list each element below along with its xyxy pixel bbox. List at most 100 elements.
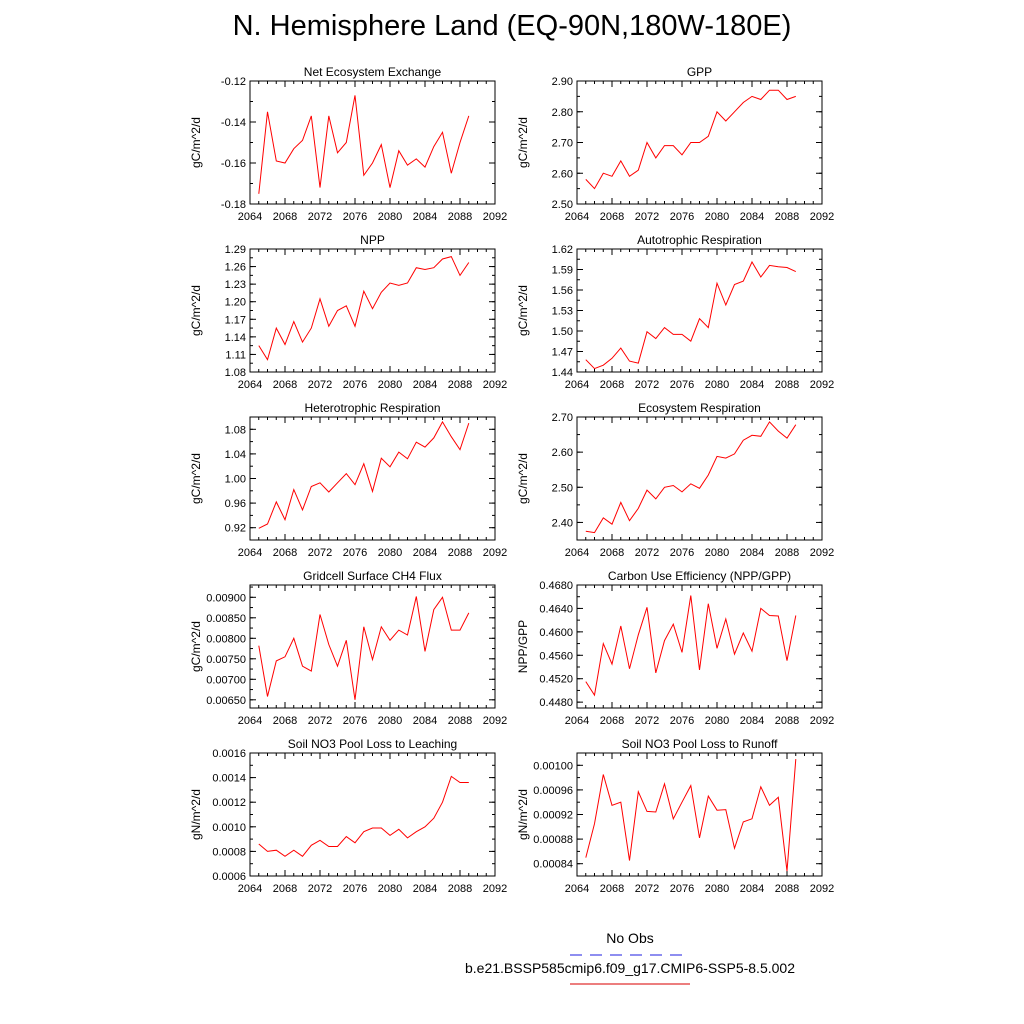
x-tick-label: 2088 xyxy=(775,883,799,895)
y-tick-label: 1.59 xyxy=(552,265,573,277)
x-tick-label: 2076 xyxy=(343,883,367,895)
y-tick-label: 0.00084 xyxy=(533,859,573,871)
y-axis-label: gC/m^2/d xyxy=(189,621,203,672)
legend-obs-label: No Obs xyxy=(606,930,654,946)
x-tick-label: 2080 xyxy=(378,379,402,391)
plot-frame xyxy=(249,752,496,877)
x-tick-label: 2088 xyxy=(448,547,472,559)
x-tick-label: 2068 xyxy=(600,211,624,223)
x-tick-label: 2080 xyxy=(705,379,729,391)
x-tick-label: 2084 xyxy=(740,379,764,391)
y-tick-label: 0.92 xyxy=(225,523,246,535)
figure-title: N. Hemisphere Land (EQ-90N,180W-180E) xyxy=(232,10,792,42)
x-tick-label: 2092 xyxy=(810,211,834,223)
panel-title: GPP xyxy=(687,65,712,79)
x-tick-label: 2080 xyxy=(378,715,402,727)
y-axis-label: gC/m^2/d xyxy=(516,453,530,504)
x-tick-label: 2084 xyxy=(413,715,437,727)
x-tick-label: 2072 xyxy=(635,211,659,223)
y-tick-label: 0.00850 xyxy=(206,613,246,625)
y-tick-label: -0.12 xyxy=(221,76,246,88)
y-tick-label: 0.00750 xyxy=(206,654,246,666)
x-tick-label: 2080 xyxy=(705,715,729,727)
y-tick-label: 1.56 xyxy=(552,285,573,297)
x-tick-label: 2064 xyxy=(565,883,589,895)
x-tick-label: 2076 xyxy=(670,547,694,559)
x-tick-label: 2076 xyxy=(670,715,694,727)
x-tick-label: 2092 xyxy=(810,547,834,559)
x-tick-label: 2068 xyxy=(273,547,297,559)
x-tick-label: 2064 xyxy=(238,211,262,223)
series-line xyxy=(258,95,470,194)
x-tick-label: 2084 xyxy=(413,883,437,895)
x-tick-label: 2064 xyxy=(238,379,262,391)
y-tick-label: 1.50 xyxy=(552,326,573,338)
y-axis-label: gC/m^2/d xyxy=(516,117,530,168)
x-tick-label: 2068 xyxy=(600,547,624,559)
y-tick-label: 0.00092 xyxy=(533,810,573,822)
x-tick-label: 2068 xyxy=(600,379,624,391)
series-line xyxy=(258,256,470,361)
panel-9: Soil NO3 Pool Loss to Leaching 2064 2068 20… xyxy=(189,737,507,895)
x-tick-label: 2076 xyxy=(343,211,367,223)
y-tick-label: 0.00650 xyxy=(206,695,246,707)
y-tick-label: 1.14 xyxy=(225,332,246,344)
x-tick-label: 2084 xyxy=(740,715,764,727)
x-tick-label: 2084 xyxy=(740,883,764,895)
x-tick-label: 2072 xyxy=(308,883,332,895)
x-tick-label: 2092 xyxy=(483,211,507,223)
y-tick-label: 0.4640 xyxy=(539,603,573,615)
x-tick-label: 2072 xyxy=(308,715,332,727)
series-line xyxy=(258,775,469,857)
panel-5: Heterotrophic Respiration 2064 2068 2072 207… xyxy=(189,401,507,559)
x-tick-label: 2092 xyxy=(810,715,834,727)
y-tick-label: 0.4480 xyxy=(539,697,573,709)
y-tick-label: 0.00100 xyxy=(533,760,573,772)
x-tick-label: 2092 xyxy=(483,379,507,391)
y-tick-label: 0.00088 xyxy=(533,834,573,846)
y-tick-label: 0.4520 xyxy=(539,674,573,686)
x-tick-label: 2088 xyxy=(775,211,799,223)
x-tick-label: 2080 xyxy=(705,211,729,223)
y-tick-label: 0.4680 xyxy=(539,580,573,592)
x-tick-label: 2068 xyxy=(273,379,297,391)
x-tick-label: 2092 xyxy=(483,883,507,895)
x-tick-label: 2080 xyxy=(705,547,729,559)
y-tick-label: 2.50 xyxy=(552,482,573,494)
x-tick-label: 2084 xyxy=(413,211,437,223)
series-line xyxy=(258,596,470,700)
x-tick-label: 2088 xyxy=(448,883,472,895)
y-tick-label: 0.0016 xyxy=(212,748,246,760)
legend-run-label: b.e21.BSSP585cmip6.f09_g17.CMIP6-SSP5-8.… xyxy=(465,960,795,976)
y-tick-label: 0.00800 xyxy=(206,633,246,645)
panel-title: Ecosystem Respiration xyxy=(638,401,761,415)
x-tick-label: 2064 xyxy=(238,715,262,727)
x-tick-label: 2080 xyxy=(378,547,402,559)
x-tick-label: 2072 xyxy=(635,883,659,895)
series-line xyxy=(585,595,797,697)
panel-3: NPP 2064 2068 2072 2076 2080 2084 2088 2092 1.08 1… xyxy=(189,233,507,391)
y-tick-label: 2.80 xyxy=(552,107,573,119)
x-tick-label: 2080 xyxy=(378,883,402,895)
x-tick-label: 2088 xyxy=(775,547,799,559)
x-tick-label: 2076 xyxy=(343,715,367,727)
y-tick-label: 1.04 xyxy=(225,449,246,461)
y-axis-label: gC/m^2/d xyxy=(189,117,203,168)
x-tick-label: 2088 xyxy=(448,211,472,223)
panel-1: Net Ecosystem Exchange 2064 2068 2072 2076 20… xyxy=(189,65,507,223)
y-tick-label: -0.14 xyxy=(221,117,246,129)
x-tick-label: 2076 xyxy=(670,211,694,223)
panel-title: Heterotrophic Respiration xyxy=(304,401,440,415)
y-tick-label: 0.00096 xyxy=(533,785,573,797)
x-tick-label: 2064 xyxy=(565,547,589,559)
x-tick-label: 2068 xyxy=(273,715,297,727)
panel-7: Gridcell Surface CH4 Flux 2064 2068 2072 207… xyxy=(189,569,507,727)
x-tick-label: 2092 xyxy=(810,379,834,391)
y-tick-label: 1.62 xyxy=(552,244,573,256)
y-tick-label: 2.70 xyxy=(552,412,573,424)
plot-frame xyxy=(576,584,823,709)
x-tick-label: 2084 xyxy=(740,211,764,223)
x-tick-label: 2092 xyxy=(483,547,507,559)
y-tick-label: 1.08 xyxy=(225,424,246,436)
